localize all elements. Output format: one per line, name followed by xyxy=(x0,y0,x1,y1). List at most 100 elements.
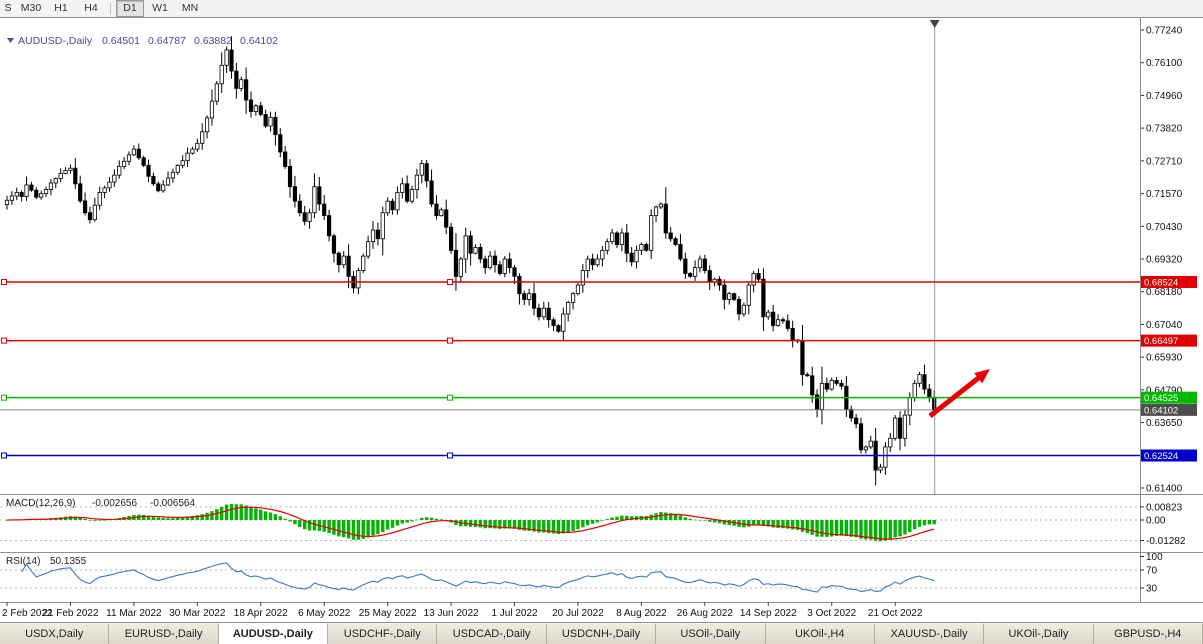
svg-text:0.64790: 0.64790 xyxy=(1146,385,1183,396)
svg-text:13 Jun 2022: 13 Jun 2022 xyxy=(424,608,479,619)
period-button-mn[interactable]: MN xyxy=(181,2,199,14)
svg-text:0.74960: 0.74960 xyxy=(1146,91,1183,102)
rsi-value: 50.1355 xyxy=(50,556,87,567)
svg-text:21 Feb 2022: 21 Feb 2022 xyxy=(42,608,99,619)
period-button-s[interactable]: S xyxy=(4,2,12,14)
svg-text:21 Oct 2022: 21 Oct 2022 xyxy=(868,608,923,619)
price-tag xyxy=(1141,449,1197,462)
svg-text:1 Jul 2022: 1 Jul 2022 xyxy=(491,608,538,619)
svg-text:0.66497: 0.66497 xyxy=(1144,336,1178,347)
svg-text:0.69320: 0.69320 xyxy=(1146,255,1183,266)
tab-ukoil-h4[interactable]: UKOil-,H4 xyxy=(765,623,875,644)
ohlc-high: 0.64787 xyxy=(148,35,186,47)
hline-handle xyxy=(447,337,453,344)
tab-usdcnh-daily[interactable]: USDCNH-,Daily xyxy=(546,623,657,644)
tab-ukoil-daily[interactable]: UKOil-,Daily xyxy=(984,623,1094,644)
tab-xauusd-daily[interactable]: XAUUSD-,Daily xyxy=(874,623,985,644)
svg-text:0.68524: 0.68524 xyxy=(1144,278,1178,289)
macd-label: MACD(12,26,9) xyxy=(6,498,75,509)
svg-text:0.64102: 0.64102 xyxy=(1144,405,1178,416)
svg-text:26 Aug 2022: 26 Aug 2022 xyxy=(677,608,734,619)
tab-eurusd-daily[interactable]: EURUSD-,Daily xyxy=(109,623,219,644)
hline-support-blue[interactable]: 0.62524 xyxy=(1,449,1198,463)
svg-text:0.73820: 0.73820 xyxy=(1146,124,1183,135)
price-tag xyxy=(1141,334,1197,347)
svg-text:0.62524: 0.62524 xyxy=(1144,451,1178,462)
rsi-line xyxy=(21,562,935,593)
ohlc-open: 0.64501 xyxy=(102,35,140,47)
svg-text:20 Jul 2022: 20 Jul 2022 xyxy=(552,608,604,619)
svg-text:70: 70 xyxy=(1146,566,1158,577)
hline-handle xyxy=(1,337,7,344)
hline-handle xyxy=(1,394,7,401)
tab-usdcad-daily[interactable]: USDCAD-,Daily xyxy=(437,623,547,644)
svg-text:25 May 2022: 25 May 2022 xyxy=(359,608,417,619)
vertical-line-top-marker-icon xyxy=(929,20,940,28)
svg-text:-0.01282: -0.01282 xyxy=(1146,536,1186,547)
period-button-d1[interactable]: D1 xyxy=(116,0,144,17)
price-tag xyxy=(1141,276,1197,289)
current-price-tag xyxy=(1141,403,1197,416)
svg-text:18 Apr 2022: 18 Apr 2022 xyxy=(234,608,288,619)
period-button-h4[interactable]: H4 xyxy=(84,2,98,14)
price-chart[interactable]: 0.77240 0.76100 0.74960 0.73820 0.72710 0.715… xyxy=(0,18,1203,622)
macd-signal-line xyxy=(6,506,935,540)
svg-text:100: 100 xyxy=(1146,552,1163,563)
svg-text:0.76100: 0.76100 xyxy=(1146,58,1183,69)
svg-text:6 May 2022: 6 May 2022 xyxy=(298,608,351,619)
svg-text:0.00: 0.00 xyxy=(1146,516,1166,527)
rsi-label: RSI(14) xyxy=(6,556,40,567)
svg-text:3 Oct 2022: 3 Oct 2022 xyxy=(807,608,856,619)
hline-resistance-lower[interactable]: 0.66497 xyxy=(1,334,1198,348)
svg-text:0.77240: 0.77240 xyxy=(1146,26,1183,37)
hline-support-green[interactable]: 0.64525 xyxy=(1,391,1198,405)
period-button-h1[interactable]: H1 xyxy=(54,2,68,14)
timeframe-toolbar: S M30 H1 H4 D1 W1 MN xyxy=(0,0,1203,18)
svg-text:14 Sep 2022: 14 Sep 2022 xyxy=(740,608,797,619)
svg-text:2 Feb 2022: 2 Feb 2022 xyxy=(2,608,53,619)
macd-histogram xyxy=(5,503,936,542)
hline-handle xyxy=(1,279,7,286)
period-button-m30[interactable]: M30 xyxy=(20,2,42,14)
tab-usdx-daily[interactable]: USDX,Daily xyxy=(0,623,110,644)
svg-text:0.72710: 0.72710 xyxy=(1146,156,1183,167)
period-button-w1[interactable]: W1 xyxy=(152,2,168,14)
ohlc-close: 0.64102 xyxy=(240,35,278,47)
hline-handle xyxy=(447,394,453,401)
svg-text:0.70430: 0.70430 xyxy=(1146,222,1183,233)
svg-text:0.71570: 0.71570 xyxy=(1146,189,1183,200)
hline-handle xyxy=(447,452,453,459)
hline-handle xyxy=(1,452,7,459)
svg-text:0.65930: 0.65930 xyxy=(1146,353,1183,364)
svg-text:30 Mar 2022: 30 Mar 2022 xyxy=(169,608,226,619)
svg-text:0.64525: 0.64525 xyxy=(1144,393,1178,404)
svg-text:0.63650: 0.63650 xyxy=(1146,418,1183,429)
macd-value-main: -0.002656 xyxy=(92,498,137,509)
tab-gbpusd-h4[interactable]: GBPUSD-,H4 xyxy=(1093,623,1203,644)
svg-text:8 Aug 2022: 8 Aug 2022 xyxy=(616,608,667,619)
price-axis: 0.77240 0.76100 0.74960 0.73820 0.72710 0.715… xyxy=(1140,26,1183,495)
svg-text:0.00823: 0.00823 xyxy=(1146,502,1183,513)
candlestick-series xyxy=(4,36,937,486)
tab-audusd-daily[interactable]: AUDUSD-,Daily xyxy=(218,623,329,644)
hline-resistance-upper[interactable]: 0.68524 xyxy=(1,276,1198,289)
trend-arrow-annotation[interactable] xyxy=(928,369,990,418)
svg-text:0.67040: 0.67040 xyxy=(1146,320,1183,331)
current-price-line: 0.64102 xyxy=(0,403,1197,416)
tab-usdchf-daily[interactable]: USDCHF-,Daily xyxy=(328,623,438,644)
tab-usoil-daily[interactable]: USOil-,Daily xyxy=(656,623,766,644)
hline-handle xyxy=(447,279,453,286)
symbol-tabs-bar: USDX,Daily EURUSD-,Daily AUDUSD-,Daily USDC… xyxy=(0,622,1203,644)
svg-text:30: 30 xyxy=(1146,584,1158,595)
svg-text:0.68180: 0.68180 xyxy=(1146,287,1183,298)
svg-text:0.61400: 0.61400 xyxy=(1146,484,1183,495)
vertical-line-object[interactable] xyxy=(929,20,940,494)
chart-symbol-marker-icon xyxy=(7,38,14,43)
ohlc-low: 0.63882 xyxy=(194,35,232,47)
price-tag xyxy=(1141,391,1197,404)
macd-value-signal: -0.006564 xyxy=(150,498,195,509)
arrow-head-icon xyxy=(974,369,990,384)
toolbar-divider xyxy=(110,2,111,15)
